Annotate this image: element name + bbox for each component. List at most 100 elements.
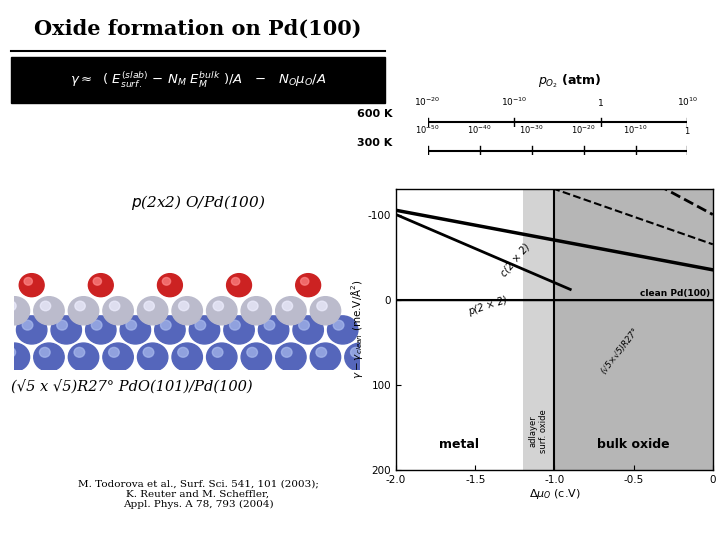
Circle shape — [300, 278, 309, 285]
Text: bulk oxide: bulk oxide — [598, 438, 670, 451]
Circle shape — [6, 301, 16, 310]
Circle shape — [231, 278, 240, 285]
Circle shape — [264, 320, 275, 330]
Circle shape — [109, 347, 120, 357]
Circle shape — [5, 347, 16, 357]
Circle shape — [74, 347, 85, 357]
Circle shape — [138, 343, 168, 371]
Circle shape — [328, 316, 358, 344]
Circle shape — [310, 296, 341, 325]
Circle shape — [34, 296, 64, 325]
Circle shape — [172, 343, 202, 371]
Circle shape — [68, 343, 99, 371]
Circle shape — [212, 347, 223, 357]
Circle shape — [0, 316, 12, 344]
Circle shape — [317, 301, 327, 310]
Bar — [554, 189, 713, 470]
Text: $10^{-50}$: $10^{-50}$ — [415, 123, 440, 136]
Circle shape — [103, 343, 133, 371]
Circle shape — [40, 301, 50, 310]
Circle shape — [310, 343, 341, 371]
Circle shape — [172, 296, 202, 325]
Circle shape — [161, 320, 171, 330]
Text: M. Todorova et al., Surf. Sci. 541, 101 (2003);
K. Reuter and M. Scheffler,
Appl: M. Todorova et al., Surf. Sci. 541, 101 … — [78, 479, 318, 509]
Circle shape — [19, 274, 44, 296]
Circle shape — [224, 316, 254, 344]
Text: $10^{10}$: $10^{10}$ — [677, 95, 698, 107]
Circle shape — [179, 301, 189, 310]
Circle shape — [213, 301, 223, 310]
Text: $10^{-10}$: $10^{-10}$ — [623, 123, 648, 136]
Circle shape — [51, 316, 81, 344]
Circle shape — [0, 296, 30, 325]
Circle shape — [276, 296, 306, 325]
Circle shape — [258, 316, 289, 344]
Text: $10^{-40}$: $10^{-40}$ — [467, 123, 492, 136]
Text: $\mathit{\gamma \approx}$  $\mathit{(}$ $E_\mathit{surf.}^{\mathit{(slab)}}$ $\m: $\mathit{\gamma \approx}$ $\mathit{(}$ $… — [70, 70, 326, 90]
Text: $10^{-20}$: $10^{-20}$ — [571, 123, 596, 136]
Circle shape — [86, 316, 116, 344]
Text: adlayer
surf. oxide: adlayer surf. oxide — [529, 410, 548, 454]
Circle shape — [230, 320, 240, 330]
Text: metal: metal — [439, 438, 480, 451]
Circle shape — [155, 316, 185, 344]
Text: (√5 x √5)R27° PdO(101)/Pd(100): (√5 x √5)R27° PdO(101)/Pd(100) — [11, 379, 253, 393]
Circle shape — [207, 296, 237, 325]
Circle shape — [103, 296, 133, 325]
Circle shape — [120, 316, 150, 344]
Text: $10^{-20}$: $10^{-20}$ — [415, 95, 441, 107]
Circle shape — [89, 274, 113, 296]
Circle shape — [143, 347, 154, 357]
Circle shape — [299, 320, 310, 330]
Text: 600 K: 600 K — [357, 110, 392, 119]
Text: Oxide formation on Pd(100): Oxide formation on Pd(100) — [35, 19, 361, 39]
Circle shape — [40, 347, 50, 357]
Circle shape — [22, 320, 33, 330]
Circle shape — [91, 320, 102, 330]
Circle shape — [189, 316, 220, 344]
Text: (√5×√5)R27°: (√5×√5)R27° — [599, 326, 640, 375]
Circle shape — [227, 274, 251, 296]
Circle shape — [17, 316, 47, 344]
Circle shape — [293, 316, 323, 344]
Circle shape — [316, 347, 327, 357]
Circle shape — [351, 347, 361, 357]
Bar — [396, 189, 523, 470]
Bar — [523, 189, 554, 470]
Circle shape — [276, 343, 306, 371]
Circle shape — [162, 278, 171, 285]
Circle shape — [247, 347, 258, 357]
Circle shape — [178, 347, 189, 357]
Text: $1$: $1$ — [684, 125, 690, 136]
Text: c(2 × 2): c(2 × 2) — [499, 241, 532, 278]
Circle shape — [75, 301, 85, 310]
Circle shape — [282, 301, 292, 310]
Circle shape — [0, 343, 30, 371]
Circle shape — [241, 343, 271, 371]
Text: p(2 × 2): p(2 × 2) — [467, 294, 509, 316]
Y-axis label: $\gamma - \gamma_{clean}$ (me.V/Å$^2$): $\gamma - \gamma_{clean}$ (me.V/Å$^2$) — [349, 280, 365, 379]
Circle shape — [34, 343, 64, 371]
Circle shape — [207, 343, 237, 371]
Text: $1$: $1$ — [598, 97, 604, 107]
Circle shape — [144, 301, 154, 310]
Circle shape — [241, 296, 271, 325]
Circle shape — [158, 274, 182, 296]
Text: 300 K: 300 K — [357, 138, 392, 148]
Text: $\mathit{p}$(2x2) O/Pd(100): $\mathit{p}$(2x2) O/Pd(100) — [131, 193, 265, 212]
Text: $10^{-10}$: $10^{-10}$ — [501, 95, 528, 107]
Circle shape — [138, 296, 168, 325]
Text: $10^{-30}$: $10^{-30}$ — [519, 123, 544, 136]
Circle shape — [296, 274, 320, 296]
Circle shape — [333, 320, 344, 330]
FancyBboxPatch shape — [11, 57, 385, 103]
X-axis label: $\Delta\mu_O$ (c.V): $\Delta\mu_O$ (c.V) — [528, 488, 580, 502]
Circle shape — [282, 347, 292, 357]
Text: $p_{O_2}$ (atm): $p_{O_2}$ (atm) — [539, 72, 602, 90]
Circle shape — [109, 301, 120, 310]
Circle shape — [24, 278, 32, 285]
Text: clean Pd(100): clean Pd(100) — [639, 289, 710, 299]
Circle shape — [248, 301, 258, 310]
Circle shape — [126, 320, 137, 330]
Circle shape — [93, 278, 102, 285]
